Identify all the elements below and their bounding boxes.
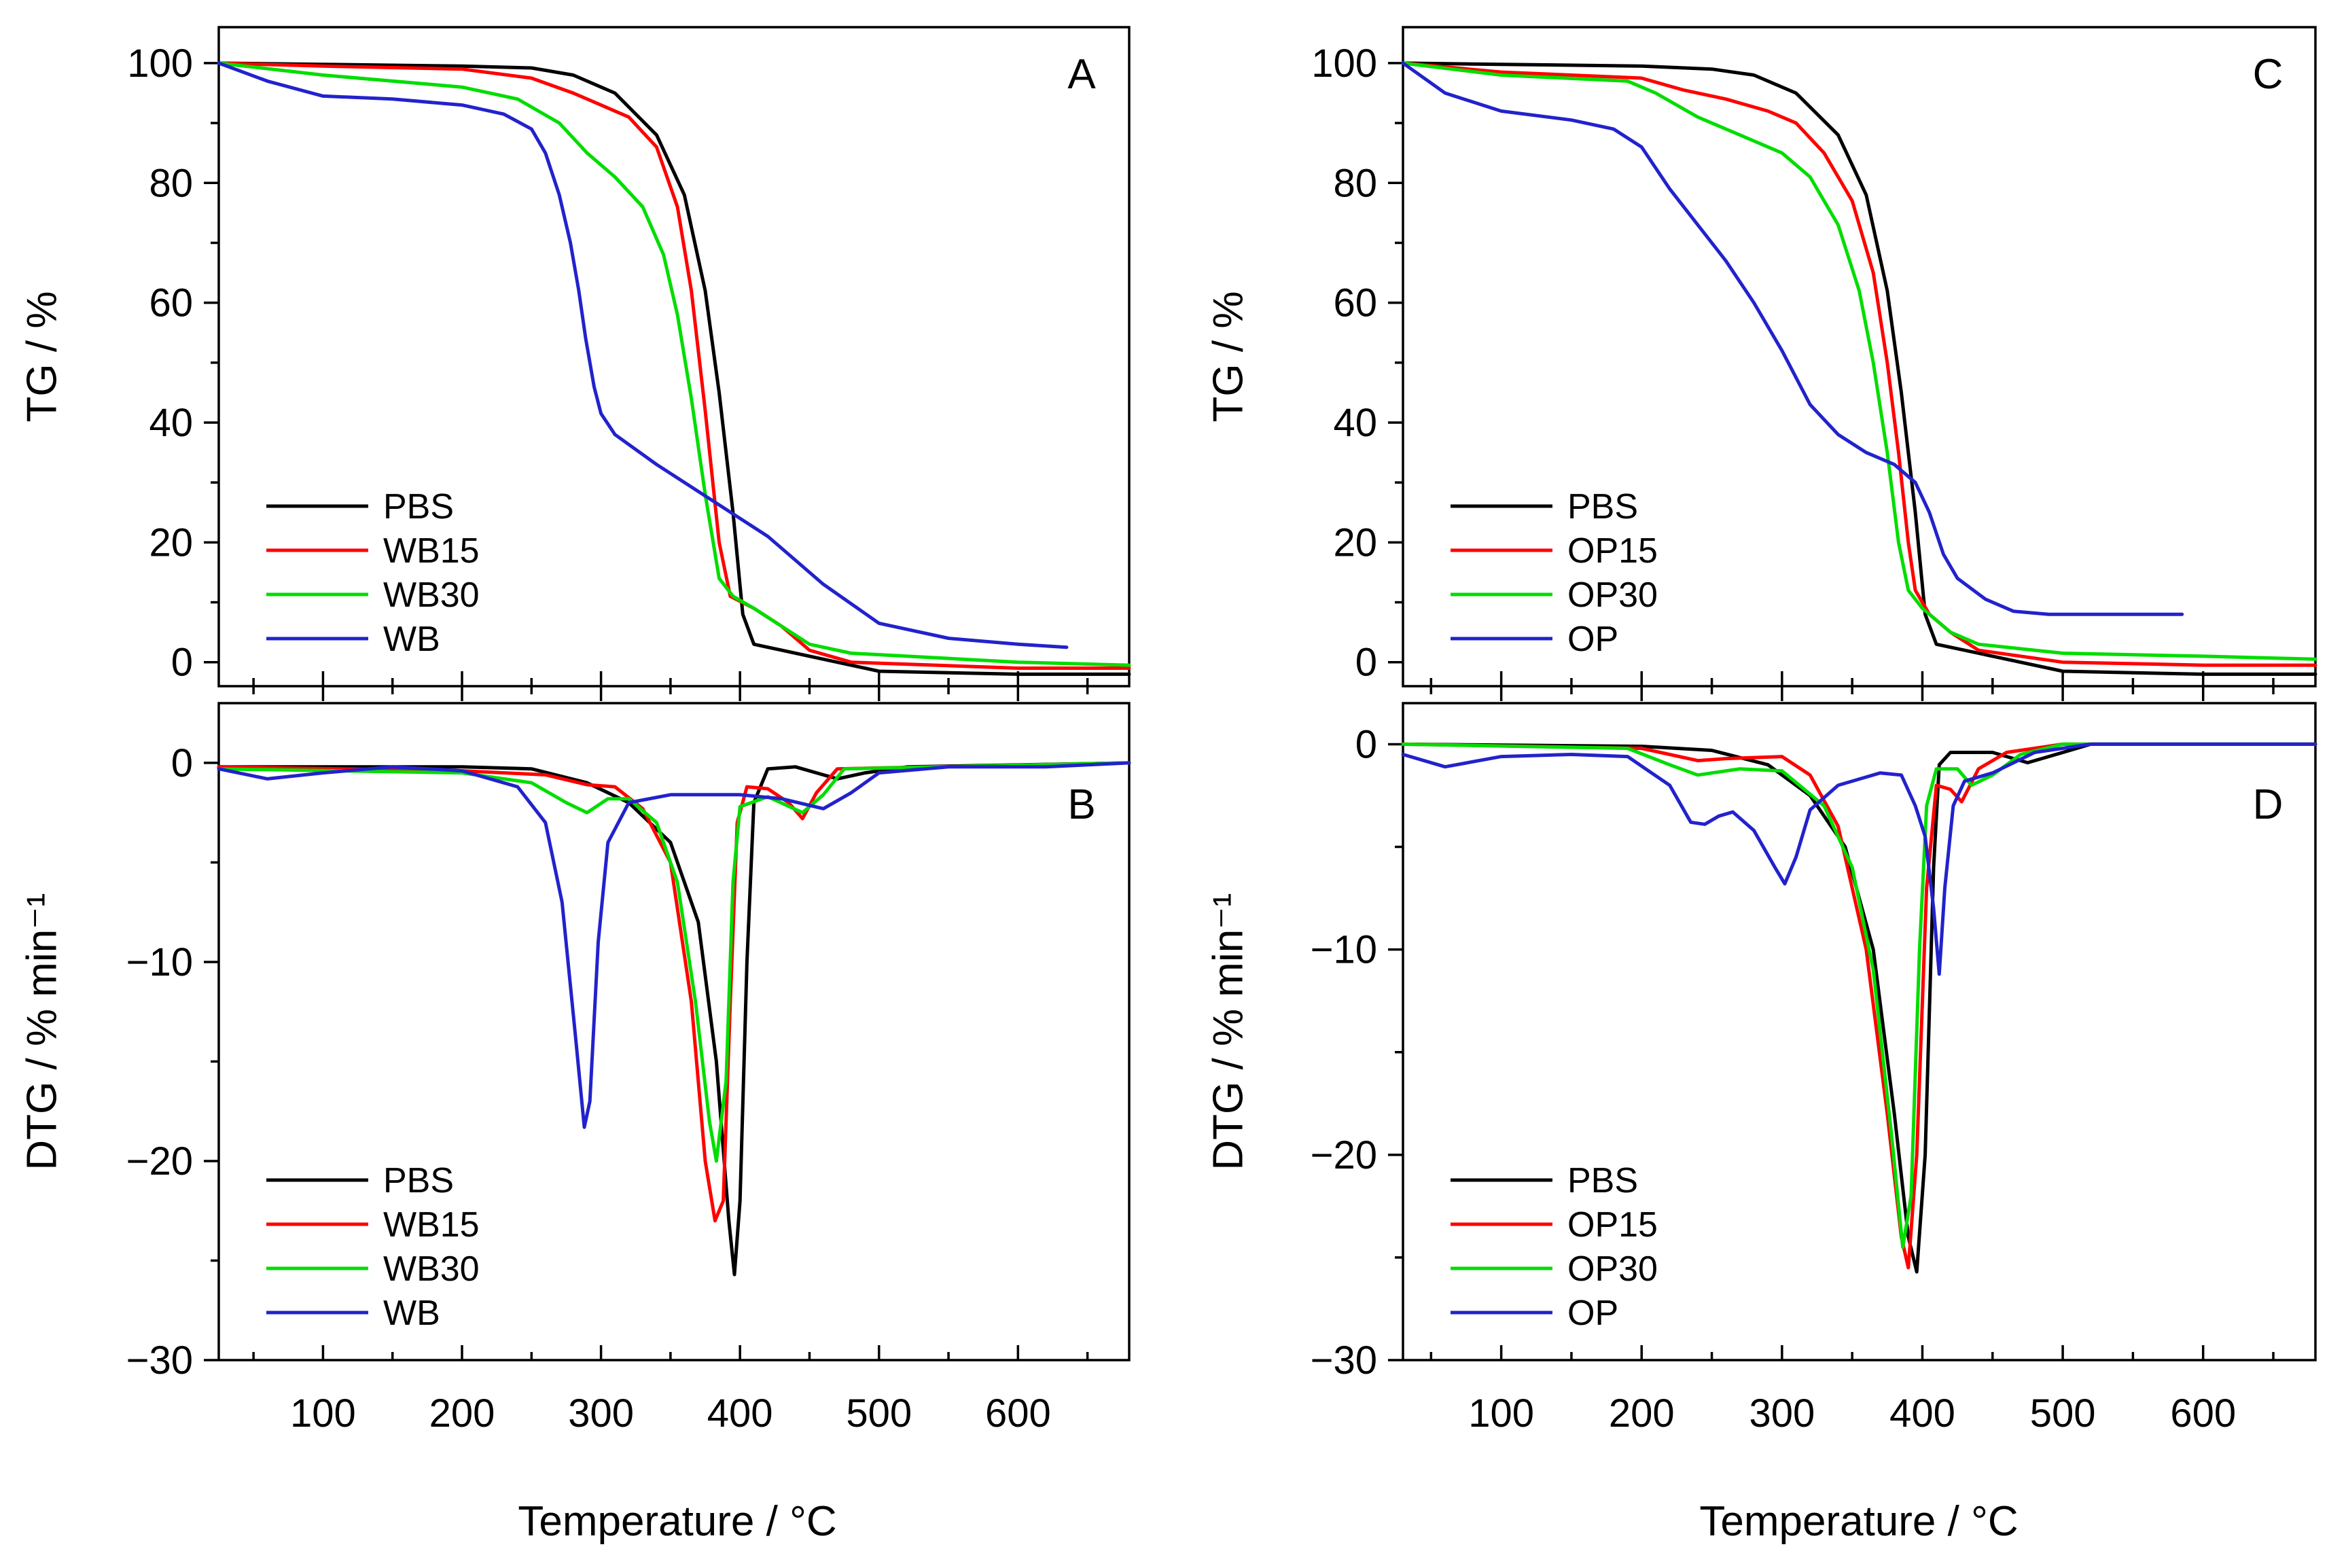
x-tick-label: 500 (2030, 1391, 2096, 1436)
y-tick-label: −30 (1311, 1338, 1377, 1383)
legend-label: OP15 (1567, 531, 1658, 571)
panel-label: C (2253, 51, 2283, 98)
series-line-wb30 (217, 61, 1131, 667)
series-line-op30 (1401, 61, 2317, 661)
x-tick-label: 100 (290, 1391, 356, 1436)
y-tick-label: −20 (126, 1139, 193, 1183)
panel-label: D (2253, 781, 2283, 828)
legend-label: WB15 (383, 1205, 480, 1245)
plot-frame (1402, 26, 2317, 688)
series-line-op15 (1401, 61, 2317, 667)
panel-d: 100 200 300 400 500 600 0 −10 −20 −30 DTG / % min⁻… (1205, 702, 2317, 1545)
legend-label: WB (383, 620, 440, 659)
series-line-wb (217, 61, 1069, 649)
y-tick-label: 20 (149, 520, 193, 565)
x-tick-label: 400 (707, 1391, 773, 1436)
legend-label: OP30 (1567, 575, 1658, 615)
y-tick-label: −20 (1311, 1133, 1377, 1177)
panel-b: 100 200 300 400 500 600 0 −10 −20 −30 DTG / % min⁻… (19, 702, 1131, 1545)
plot-frame (1402, 702, 2317, 1361)
x-tick-label: 600 (2170, 1391, 2236, 1436)
plot-frame (217, 702, 1131, 1361)
y-tick-label: 100 (1311, 41, 1377, 86)
series-line-pbs (1401, 742, 2317, 1274)
x-axis-label: Temperature / °C (1699, 1498, 2018, 1545)
series-line-wb (217, 761, 1131, 1129)
panel-label: B (1067, 781, 1095, 828)
series-line-wb15 (217, 761, 1131, 1223)
x-tick-label: 100 (1468, 1391, 1534, 1436)
x-axis-label: Temperature / °C (518, 1498, 836, 1545)
series-line-pbs (217, 61, 1131, 676)
series-line-pbs (217, 761, 1131, 1277)
legend-label: WB (383, 1294, 440, 1333)
legend-label: OP (1567, 620, 1618, 659)
legend-label: OP15 (1567, 1205, 1658, 1245)
y-tick-label: 60 (1333, 281, 1377, 325)
y-tick-label: 0 (1355, 641, 1377, 685)
series-line-wb15 (217, 61, 1131, 670)
y-tick-label: −30 (126, 1338, 193, 1383)
y-tick-label: 60 (149, 281, 193, 325)
legend-label: PBS (383, 487, 454, 527)
legend-label: PBS (1567, 487, 1638, 527)
y-tick-label: 20 (1333, 520, 1377, 565)
y-axis-label: TG / % (1205, 291, 1252, 423)
legend-label: PBS (383, 1161, 454, 1200)
legend-label: OP30 (1567, 1249, 1658, 1289)
y-tick-label: 80 (1333, 161, 1377, 205)
y-tick-label: 40 (149, 401, 193, 445)
legend-label: WB30 (383, 575, 480, 615)
y-tick-label: −10 (126, 940, 193, 984)
plot-frame (217, 26, 1131, 688)
y-tick-label: 0 (171, 741, 193, 785)
x-tick-label: 200 (429, 1391, 495, 1436)
x-tick-label: 600 (985, 1391, 1051, 1436)
series-line-op (1401, 742, 2317, 976)
y-tick-label: 80 (149, 161, 193, 205)
x-tick-label: 300 (568, 1391, 634, 1436)
y-tick-label: 40 (1333, 401, 1377, 445)
y-tick-label: −10 (1311, 928, 1377, 972)
legend-label: OP (1567, 1294, 1618, 1333)
y-tick-label: 0 (1355, 722, 1377, 766)
series-line-wb30 (217, 761, 1131, 1163)
panel-label: A (1067, 51, 1096, 98)
y-axis-label: DTG / % min⁻¹ (19, 893, 66, 1170)
x-tick-label: 300 (1749, 1391, 1815, 1436)
series-line-op15 (1401, 742, 2317, 1270)
x-tick-label: 400 (1889, 1391, 1955, 1436)
y-tick-label: 0 (171, 641, 193, 685)
series-line-op (1401, 61, 2184, 616)
x-tick-label: 200 (1609, 1391, 1675, 1436)
series-line-pbs (1401, 61, 2317, 676)
legend-label: PBS (1567, 1161, 1638, 1200)
x-tick-label: 500 (846, 1391, 912, 1436)
legend-label: WB15 (383, 531, 480, 571)
y-axis-label: TG / % (19, 291, 66, 423)
y-axis-label: DTG / % min⁻¹ (1205, 893, 1252, 1170)
legend-label: WB30 (383, 1249, 480, 1289)
y-tick-label: 100 (127, 41, 193, 86)
series-line-op30 (1401, 742, 2317, 1249)
